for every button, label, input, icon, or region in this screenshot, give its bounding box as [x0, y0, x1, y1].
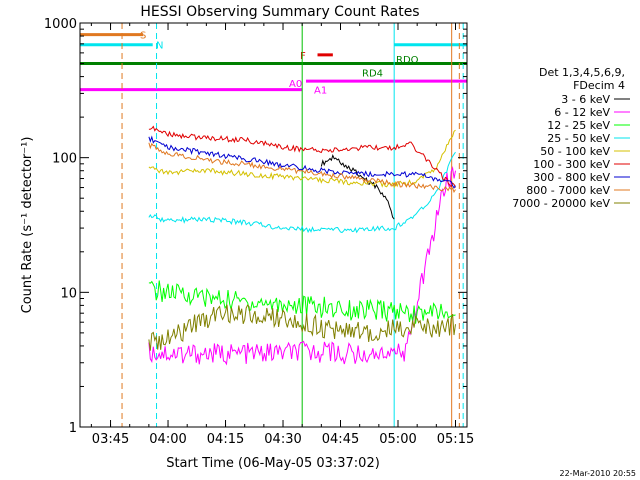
y-axis-label: Count Rate (s⁻¹ detector⁻¹) [20, 137, 35, 314]
series-line [148, 280, 456, 324]
x-tick-label: 04:45 [322, 432, 359, 447]
flag-label-a0: A0 [289, 79, 302, 90]
legend-label: 50 - 100 keV [540, 145, 610, 158]
x-tick-label: 05:15 [437, 432, 474, 447]
x-tick-label: 03:45 [92, 432, 129, 447]
legend-label: 800 - 7000 keV [526, 184, 610, 197]
x-tick-label: 04:15 [207, 432, 244, 447]
flag-label-rd4: RD4 [362, 68, 383, 79]
flag-label-rdo: RDO [396, 55, 419, 66]
flag-label-a1: A1 [314, 86, 327, 97]
x-tick-label: 05:00 [379, 432, 416, 447]
plot-timestamp: 22-Mar-2010 20:55 [560, 469, 637, 478]
flag-label-f: F [300, 51, 306, 62]
legend-header: FDecim 4 [573, 79, 625, 92]
legend-label: 6 - 12 keV [554, 106, 610, 119]
flag-label-n: N [156, 41, 163, 52]
legend-label: 300 - 800 keV [533, 171, 610, 184]
series-line [148, 142, 456, 194]
x-tick-label: 04:00 [149, 432, 186, 447]
y-tick-label: 1000 [44, 17, 77, 32]
legend-header: Det 1,3,4,5,6,9, [539, 66, 625, 79]
flag-label-s: S [140, 31, 146, 42]
y-tick-label: 10 [60, 286, 77, 301]
legend-label: 12 - 25 keV [547, 119, 610, 132]
series-line [148, 151, 456, 234]
legend-label: 3 - 6 keV [561, 93, 610, 106]
instrument-flags: SN F RD4 RDO A0 A1 [80, 31, 467, 97]
series-lines [148, 125, 456, 366]
chart-title: HESSI Observing Summary Count Rates [140, 4, 419, 20]
legend-label: 25 - 50 keV [547, 132, 610, 145]
axes: 03:45 04:00 04:15 04:30 04:45 05:00 05:15 1 10 10… [44, 17, 474, 447]
series-line [148, 304, 456, 351]
y-tick-label: 1 [69, 421, 77, 436]
series-line [148, 135, 456, 189]
series-line [148, 165, 456, 366]
x-axis-label: Start Time (06-May-05 03:37:02) [166, 456, 380, 471]
legend-label: 100 - 300 keV [533, 158, 610, 171]
plot-frame [79, 22, 468, 428]
series-line [320, 153, 395, 220]
legend-label: 7000 - 20000 keV [512, 197, 610, 210]
x-tick-label: 04:30 [264, 432, 301, 447]
y-tick-label: 100 [52, 152, 77, 167]
series-line [148, 125, 456, 188]
